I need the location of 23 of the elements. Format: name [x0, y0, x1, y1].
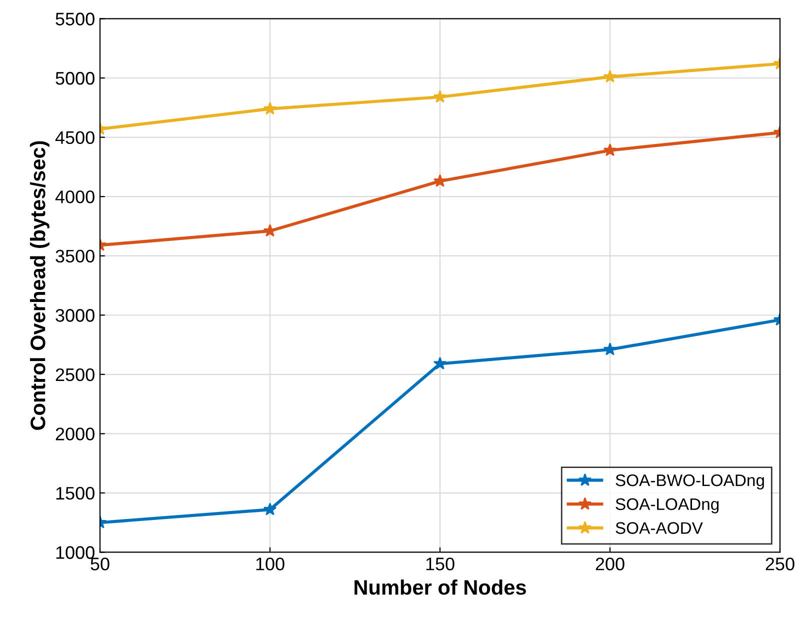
y-tick-label: 3500 [56, 250, 94, 263]
y-tick-label: 2000 [56, 428, 94, 440]
y-tick-label: 1500 [56, 486, 94, 500]
y-tick-label: 2500 [56, 368, 94, 382]
x-tick-label: 250 [766, 558, 794, 570]
legend-label: SOA-LOADng [616, 498, 719, 514]
point [433, 90, 447, 103]
x-tick-label: 50 [90, 558, 110, 570]
x-tick-label: 200 [596, 558, 624, 570]
x-tick-label: 150 [426, 558, 454, 570]
y-tick-label: 4000 [55, 190, 94, 204]
y-tick-label: 1000 [56, 546, 94, 559]
legend-label: SOA-BWO-LOADng [616, 474, 764, 490]
point [433, 356, 447, 370]
legend-label: SOA-AODV [616, 522, 703, 534]
x-tick-label: 100 [256, 558, 284, 570]
y-tick-label: 5000 [56, 72, 94, 85]
y-tick-label: 5500 [56, 12, 94, 26]
x-axis-title: Number of Nodes [354, 579, 526, 595]
y-axis-title: Control Overhead (bytes/sec) [30, 141, 50, 430]
y-tick-label: 4500 [55, 131, 94, 144]
y-tick-label: 3000 [56, 309, 94, 322]
point [433, 174, 447, 187]
